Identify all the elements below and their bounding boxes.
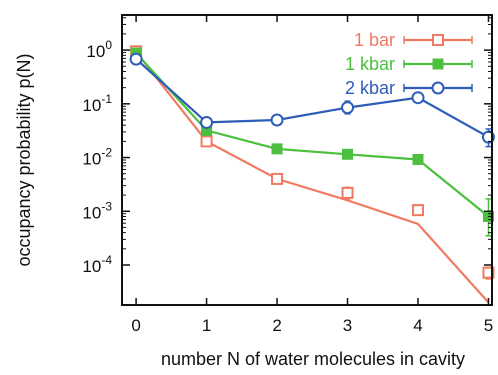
- y-tick-label: 10-2: [82, 146, 112, 169]
- y-tick-label: 10-3: [82, 199, 112, 222]
- data-point: [341, 186, 354, 199]
- series-2-kbar: [129, 52, 495, 148]
- legend-marker: [432, 34, 444, 46]
- y-tick-base: 10: [86, 42, 105, 61]
- x-tick-label: 2: [272, 316, 281, 335]
- y-tick-exponent: 0: [105, 38, 112, 52]
- data-point: [271, 172, 284, 185]
- data-point: [271, 143, 283, 155]
- data-point: [200, 115, 214, 129]
- y-tick-base: 10: [82, 203, 101, 222]
- legend-label: 1 bar: [354, 30, 395, 50]
- legend-label: 2 kbar: [345, 78, 395, 98]
- data-point: [412, 153, 424, 165]
- series-layer: [129, 45, 495, 304]
- legend: 1 bar 1 kbar 2 kbar: [345, 30, 473, 98]
- y-tick-exponent: -3: [101, 199, 112, 213]
- x-tick-label: 3: [343, 316, 352, 335]
- x-tick-label: 5: [484, 316, 493, 335]
- y-tick-label: 10-4: [82, 253, 112, 276]
- series-1-kbar: [130, 47, 494, 237]
- y-axis-label: occupancy probability p(N): [14, 53, 34, 266]
- data-point: [482, 266, 495, 279]
- y-tick-exponent: -4: [101, 253, 112, 267]
- data-point: [341, 101, 355, 115]
- y-tick-exponent: -1: [101, 92, 112, 106]
- series-line: [135, 51, 490, 304]
- y-tick-base: 10: [82, 96, 101, 115]
- data-point: [270, 113, 284, 127]
- legend-marker: [431, 81, 445, 95]
- x-tick-label: 1: [202, 316, 211, 335]
- series-line: [135, 58, 490, 139]
- data-point: [342, 148, 354, 160]
- data-point: [200, 135, 213, 148]
- data-point: [129, 52, 143, 66]
- data-point: [411, 91, 425, 105]
- y-tick-label: 10-1: [82, 92, 112, 115]
- legend-label: 1 kbar: [345, 54, 395, 74]
- x-tick-label: 0: [131, 316, 140, 335]
- x-tick-label: 4: [413, 316, 422, 335]
- y-tick-label: 100: [86, 38, 112, 61]
- y-tick-base: 10: [82, 257, 101, 276]
- legend-marker: [432, 58, 444, 70]
- y-tick-exponent: -2: [101, 146, 112, 160]
- series-1-bar: [130, 45, 495, 304]
- data-point: [412, 204, 424, 217]
- series-line: [135, 52, 490, 218]
- y-tick-base: 10: [82, 150, 101, 169]
- x-axis-label: number N of water molecules in cavity: [161, 349, 465, 369]
